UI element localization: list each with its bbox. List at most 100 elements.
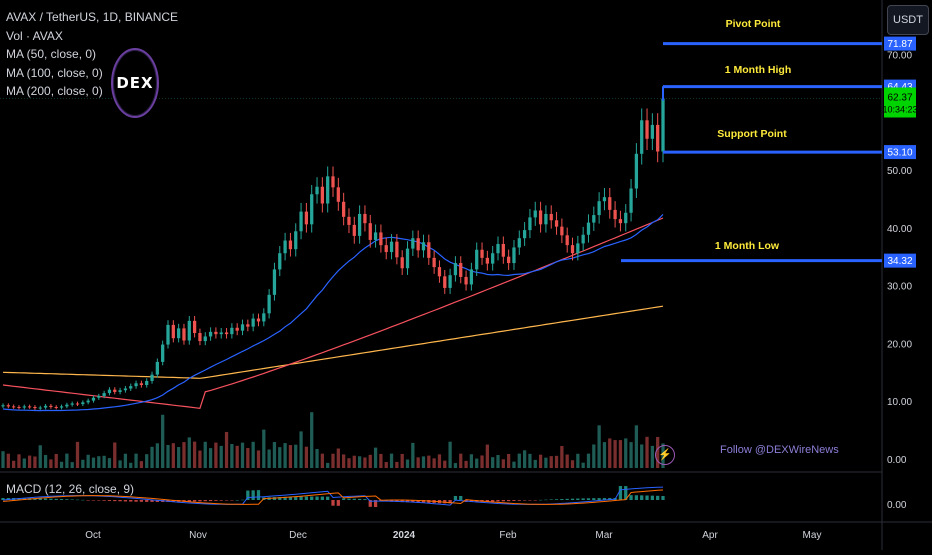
macd-histogram-bar <box>448 500 452 504</box>
ma200-legend[interactable]: MA (200, close, 0) <box>6 84 103 98</box>
volume-bar <box>629 442 633 468</box>
candle-body <box>22 406 26 408</box>
volume-bar <box>507 454 511 468</box>
macd-histogram-bar <box>528 500 532 501</box>
macd-legend[interactable]: MACD (12, 26, close, 9) <box>6 482 135 496</box>
macd-histogram-bar <box>129 500 133 502</box>
macd-histogram-bar <box>491 500 495 502</box>
candle-body <box>475 249 479 270</box>
candle-body <box>203 336 207 342</box>
candle-body <box>400 257 404 269</box>
volume-bar <box>161 414 165 468</box>
candle-body <box>368 223 372 240</box>
ma50-legend[interactable]: MA (50, close, 0) <box>6 47 97 61</box>
macd-histogram-bar <box>400 500 404 503</box>
macd-histogram-bar <box>310 496 314 500</box>
candle-body <box>581 234 585 244</box>
macd-histogram-bar <box>342 498 346 500</box>
candle-body <box>342 201 346 217</box>
volume-bar <box>187 437 191 468</box>
candle-body <box>97 395 101 398</box>
macd-histogram-bar <box>592 498 596 500</box>
candle-body <box>480 249 484 258</box>
macd-histogram-bar <box>522 500 527 501</box>
volume-bar <box>538 454 543 468</box>
currency-button[interactable]: USDT <box>887 5 929 35</box>
macd-histogram-bar <box>485 500 489 502</box>
candle-body <box>560 226 564 236</box>
volume-bar <box>464 460 468 468</box>
lightning-icon[interactable]: ⚡ <box>655 445 675 465</box>
ma100-legend[interactable]: MA (100, close, 0) <box>6 65 103 80</box>
candle-body <box>123 388 128 391</box>
macd-histogram-bar <box>336 500 340 506</box>
macd-histogram-bar <box>123 500 128 502</box>
1-month-low-price-tag <box>884 253 916 268</box>
volume-bar <box>246 448 250 468</box>
volume-bar <box>650 445 654 468</box>
candle-body <box>650 124 654 139</box>
candle-body <box>12 406 16 408</box>
follow-watermark: Follow @DEXWireNews <box>720 444 839 456</box>
candle-body <box>592 215 596 223</box>
candle-body <box>427 242 431 258</box>
volume-bar <box>203 441 207 468</box>
candle-body <box>538 210 543 225</box>
macd-histogram-bar <box>411 500 415 503</box>
candle-body <box>235 327 239 331</box>
candle-body <box>416 238 420 251</box>
volume-bar <box>411 442 415 468</box>
volume-bar <box>262 429 266 468</box>
volume-bar <box>208 448 213 468</box>
volume-bar <box>549 456 553 468</box>
volume-bar <box>304 446 309 468</box>
candle-body <box>198 332 202 342</box>
candle-body <box>6 405 10 407</box>
candle-body <box>129 386 133 389</box>
volume-bar <box>288 445 293 468</box>
candle-body <box>118 390 122 392</box>
macd-histogram-bar <box>150 500 154 502</box>
volume-bar <box>224 431 229 468</box>
macd-histogram-bar <box>347 498 351 500</box>
macd-histogram-bar <box>49 498 53 500</box>
macd-histogram-bar <box>102 500 106 501</box>
macd-histogram-bar <box>453 495 458 500</box>
macd-histogram-bar <box>373 500 378 508</box>
candle-body <box>230 327 234 335</box>
volume-bar <box>640 444 644 468</box>
symbol-title[interactable]: AVAX / TetherUS, 1D, BINANCE <box>6 10 179 24</box>
macd-histogram-bar <box>235 499 239 501</box>
candle-body <box>49 405 53 407</box>
y-tick-label: 0.00 <box>887 455 907 466</box>
volume-bar <box>389 453 394 468</box>
1-month-high-label: 1 Month High <box>725 64 792 76</box>
candle-body <box>299 211 303 232</box>
macd-histogram-bar <box>443 500 447 504</box>
x-tick-label: 2024 <box>393 530 416 541</box>
candle-body <box>576 243 580 254</box>
candle-body <box>171 324 175 339</box>
1-month-low-label: 1 Month Low <box>715 240 780 252</box>
candle-body <box>640 120 644 154</box>
macd-histogram-bar <box>656 495 660 500</box>
candle-body <box>81 402 85 405</box>
volume-bar <box>33 456 37 468</box>
y-tick-label: 50.00 <box>887 166 912 177</box>
y-tick-label: 10.00 <box>887 397 912 408</box>
macd-histogram-bar <box>230 500 234 501</box>
macd-axis-label: 0.00 <box>887 500 907 511</box>
volume-legend[interactable]: Vol · AVAX <box>6 28 63 43</box>
macd-histogram-bar <box>171 500 175 502</box>
volume-bar <box>70 462 74 468</box>
candle-body <box>219 332 223 335</box>
candle-body <box>507 256 511 264</box>
macd-histogram-bar <box>634 495 639 500</box>
macd-histogram-bar <box>208 500 213 502</box>
candle-body <box>288 240 293 250</box>
x-tick-label: Oct <box>85 530 101 541</box>
candle-body <box>155 361 159 375</box>
volume-bar <box>22 458 26 468</box>
